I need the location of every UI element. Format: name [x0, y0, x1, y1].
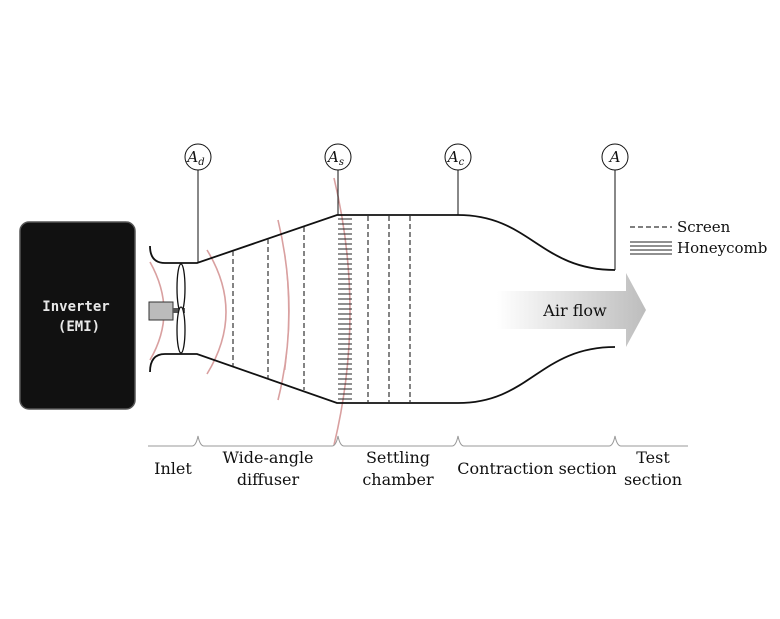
air-flow-arrow: Air flow: [497, 273, 646, 347]
legend-screen-label: Screen: [677, 218, 731, 236]
honeycomb: [338, 218, 352, 400]
legend-honeycomb-swatch: [630, 241, 672, 255]
tunnel-outline: [149, 214, 616, 404]
section-labels: Inlet Wide-angle diffuser Settling chamb…: [154, 448, 682, 489]
inverter-label: Inverter: [42, 299, 109, 315]
emi-wave-3: [277, 219, 290, 401]
area-label-a: A: [608, 148, 621, 166]
settling-screens: [367, 216, 411, 402]
diffuser-screens: [232, 227, 305, 390]
section-contraction: Contraction section: [457, 459, 616, 478]
legend: Screen Honeycomb: [630, 218, 767, 257]
air-flow-label: Air flow: [542, 301, 607, 320]
air-flow-arrow-shape: [497, 273, 646, 347]
area-labels: Ad As Ac A: [185, 148, 620, 168]
inverter-sublabel: (EMI): [58, 319, 100, 335]
fan-icon: [148, 263, 186, 354]
area-markers: [184, 143, 629, 270]
section-inlet: Inlet: [154, 459, 192, 478]
section-diffuser-line2: diffuser: [237, 470, 300, 489]
section-bracket-line: [148, 435, 688, 447]
fan-blade-bottom: [176, 306, 186, 354]
area-label-ad: Ad: [185, 148, 204, 168]
ac-circle: [444, 143, 472, 171]
fan-blade-top: [176, 263, 186, 313]
tunnel-top-wall: [149, 214, 616, 271]
inverter-box: Inverter (EMI): [19, 221, 136, 410]
fan-motor: [148, 301, 174, 321]
section-test-line1: Test: [636, 448, 670, 467]
tunnel-bottom-wall: [149, 346, 616, 404]
a-circle: [601, 143, 629, 171]
emi-wave-5: [284, 254, 289, 371]
section-diffuser-line1: Wide-angle: [222, 448, 313, 467]
inverter-body: [19, 221, 136, 410]
legend-honeycomb-label: Honeycomb: [677, 239, 767, 257]
area-label-ac: Ac: [446, 148, 465, 168]
emi-wave-4: [333, 177, 351, 446]
section-settling-line2: chamber: [362, 470, 434, 489]
section-test-line2: section: [624, 470, 682, 489]
section-settling-line1: Settling: [366, 448, 430, 467]
as-circle: [324, 143, 352, 171]
area-label-as: As: [326, 148, 344, 168]
emi-wave-2: [206, 249, 227, 375]
section-brackets: [148, 435, 688, 447]
ad-circle: [184, 143, 212, 171]
